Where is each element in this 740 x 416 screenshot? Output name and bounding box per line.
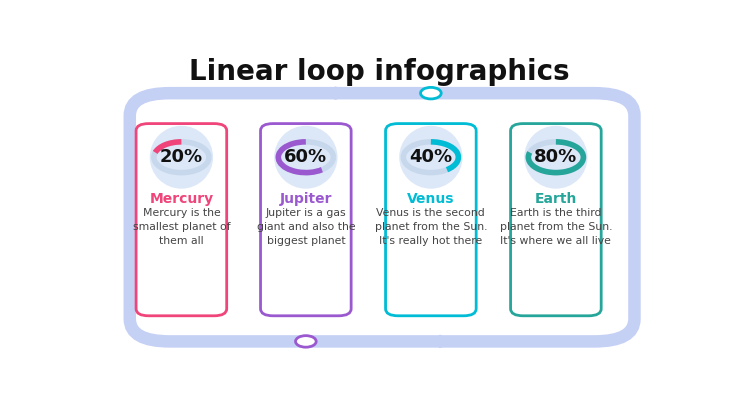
FancyBboxPatch shape: [260, 124, 351, 316]
Ellipse shape: [149, 126, 213, 189]
Text: Linear loop infographics: Linear loop infographics: [189, 58, 570, 86]
Text: Venus: Venus: [407, 193, 454, 206]
FancyBboxPatch shape: [386, 124, 476, 316]
Text: Jupiter is a gas
giant and also the
biggest planet: Jupiter is a gas giant and also the bigg…: [257, 208, 355, 246]
Ellipse shape: [399, 126, 462, 189]
Text: 20%: 20%: [160, 148, 203, 166]
Circle shape: [295, 336, 316, 347]
Text: Earth is the third
planet from the Sun.
It's where we all live: Earth is the third planet from the Sun. …: [500, 208, 612, 246]
Ellipse shape: [275, 126, 337, 189]
Text: 40%: 40%: [409, 148, 452, 166]
Text: Venus is the second
planet from the Sun.
It's really hot there: Venus is the second planet from the Sun.…: [374, 208, 487, 246]
Text: Mercury: Mercury: [149, 193, 213, 206]
Text: 60%: 60%: [284, 148, 327, 166]
Text: 80%: 80%: [534, 148, 577, 166]
Circle shape: [420, 87, 441, 99]
Text: Mercury is the
smallest planet of
them all: Mercury is the smallest planet of them a…: [132, 208, 230, 246]
FancyBboxPatch shape: [511, 124, 601, 316]
Ellipse shape: [524, 126, 588, 189]
Text: Earth: Earth: [535, 193, 577, 206]
Text: Jupiter: Jupiter: [280, 193, 332, 206]
FancyBboxPatch shape: [136, 124, 226, 316]
